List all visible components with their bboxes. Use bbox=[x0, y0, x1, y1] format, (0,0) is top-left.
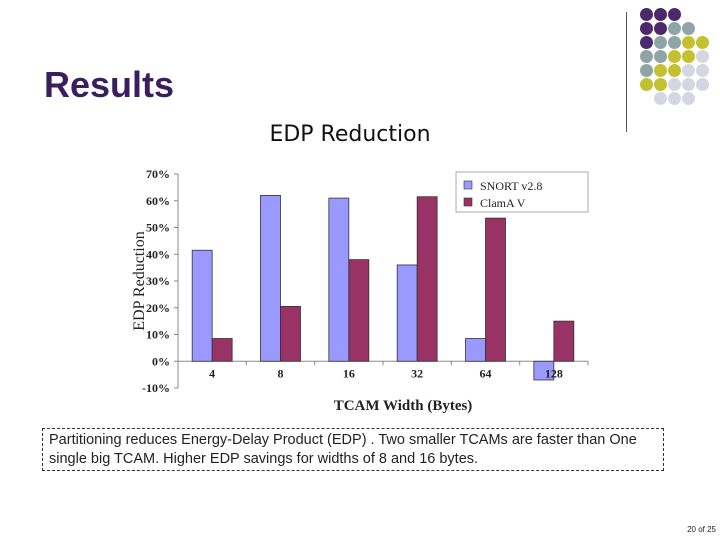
slide-title: Results bbox=[44, 64, 175, 105]
x-tick-label: 64 bbox=[480, 366, 492, 380]
bar-clamav bbox=[348, 259, 370, 362]
decor-dot bbox=[668, 22, 681, 35]
y-tick-label: -10% bbox=[142, 381, 170, 395]
decor-dot bbox=[696, 78, 709, 91]
summary-note: Partitioning reduces Energy-Delay Produc… bbox=[42, 428, 664, 471]
legend-label: SNORT v2.8 bbox=[480, 179, 542, 193]
x-tick-label: 128 bbox=[545, 366, 563, 380]
decor-dot bbox=[668, 78, 681, 91]
x-tick-label: 32 bbox=[411, 366, 423, 380]
decor-dot bbox=[640, 36, 653, 49]
bar-snort bbox=[260, 195, 281, 362]
legend-swatch bbox=[463, 180, 473, 190]
decor-dot bbox=[682, 22, 695, 35]
x-axis-title: TCAM Width (Bytes) bbox=[334, 398, 473, 414]
decor-dot bbox=[654, 78, 667, 91]
decor-dot bbox=[640, 78, 653, 91]
bar-snort bbox=[191, 249, 213, 362]
decor-dot bbox=[654, 64, 667, 77]
bar-snort bbox=[396, 264, 418, 362]
decor-dot bbox=[654, 92, 667, 105]
y-tick-label: 20% bbox=[146, 301, 170, 315]
bar-snort bbox=[328, 197, 350, 362]
decor-dot bbox=[654, 8, 667, 21]
decor-dot bbox=[682, 50, 695, 63]
bar-clamav bbox=[211, 338, 233, 362]
decor-dot bbox=[668, 64, 681, 77]
x-tick-label: 8 bbox=[278, 366, 284, 380]
y-tick-label: 10% bbox=[146, 328, 170, 342]
decor-dot bbox=[640, 22, 653, 35]
y-tick-label: 30% bbox=[146, 274, 170, 288]
bar-snort bbox=[533, 360, 555, 381]
decor-dot bbox=[668, 36, 681, 49]
bar-snort bbox=[465, 338, 486, 362]
x-tick-label: 16 bbox=[343, 366, 355, 380]
legend-swatch bbox=[463, 197, 473, 207]
chart-heading: EDP Reduction bbox=[269, 122, 431, 147]
decor-dot bbox=[654, 22, 667, 35]
decor-dot bbox=[668, 8, 681, 21]
y-tick-label: 0% bbox=[152, 354, 170, 368]
decor-dot bbox=[640, 8, 653, 21]
legend-label: ClamA V bbox=[480, 196, 526, 210]
decor-dot bbox=[640, 64, 653, 77]
bar-clamav bbox=[416, 196, 438, 362]
decor-dot bbox=[682, 78, 695, 91]
y-axis-title: EDP Reduction bbox=[131, 231, 148, 330]
decor-dot bbox=[696, 50, 709, 63]
legend-box bbox=[455, 171, 589, 213]
y-tick-label: 70% bbox=[146, 167, 170, 181]
decor-dot bbox=[640, 50, 653, 63]
decor-dot bbox=[654, 36, 667, 49]
x-tick-label: 4 bbox=[209, 366, 215, 380]
decor-dot bbox=[654, 50, 667, 63]
title-divider bbox=[626, 12, 627, 132]
y-tick-label: 50% bbox=[146, 221, 170, 235]
decor-dot bbox=[682, 64, 695, 77]
decor-dot bbox=[682, 92, 695, 105]
page-number: 20 of 25 bbox=[687, 525, 716, 534]
decor-dot bbox=[668, 92, 681, 105]
bar-clamav bbox=[485, 217, 506, 362]
decor-dot bbox=[696, 64, 709, 77]
decor-dot bbox=[668, 50, 681, 63]
bar-clamav bbox=[553, 320, 575, 362]
decor-dot bbox=[682, 36, 695, 49]
decor-dot bbox=[696, 36, 709, 49]
bar-chart: -10% 0% 10% 20% 30% 40% 50% 60% 70% EDP Reduction… bbox=[131, 167, 589, 414]
bar-clamav bbox=[280, 306, 301, 362]
y-tick-label: 60% bbox=[146, 194, 170, 208]
y-tick-label: 40% bbox=[146, 247, 170, 261]
